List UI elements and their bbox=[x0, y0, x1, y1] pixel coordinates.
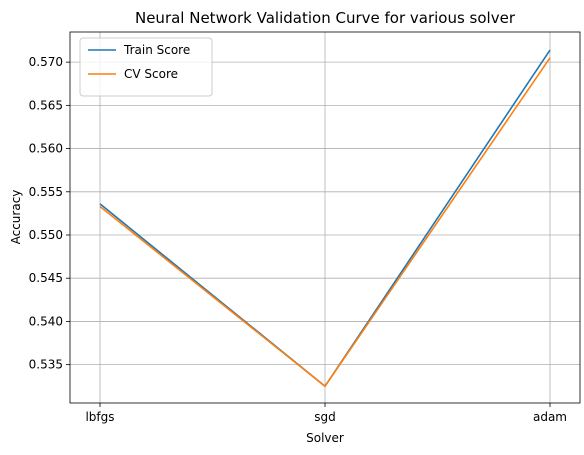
x-tick-label: lbfgs bbox=[85, 410, 114, 424]
y-tick-label: 0.560 bbox=[29, 142, 63, 156]
legend-label: Train Score bbox=[123, 43, 190, 57]
y-tick-label: 0.545 bbox=[29, 271, 63, 285]
y-tick-label: 0.570 bbox=[29, 55, 63, 69]
y-tick-label: 0.550 bbox=[29, 228, 63, 242]
y-tick-label: 0.565 bbox=[29, 98, 63, 112]
x-axis-label: Solver bbox=[306, 431, 344, 445]
y-tick-label: 0.540 bbox=[29, 314, 63, 328]
chart-title: Neural Network Validation Curve for vari… bbox=[135, 9, 516, 27]
x-tick-label: adam bbox=[533, 410, 567, 424]
y-tick-label: 0.555 bbox=[29, 185, 63, 199]
x-tick-label: sgd bbox=[314, 410, 336, 424]
y-axis-label: Accuracy bbox=[9, 190, 23, 245]
legend: Train Score CV Score bbox=[80, 38, 212, 96]
legend-label: CV Score bbox=[124, 67, 178, 81]
y-tick-label: 0.535 bbox=[29, 358, 63, 372]
